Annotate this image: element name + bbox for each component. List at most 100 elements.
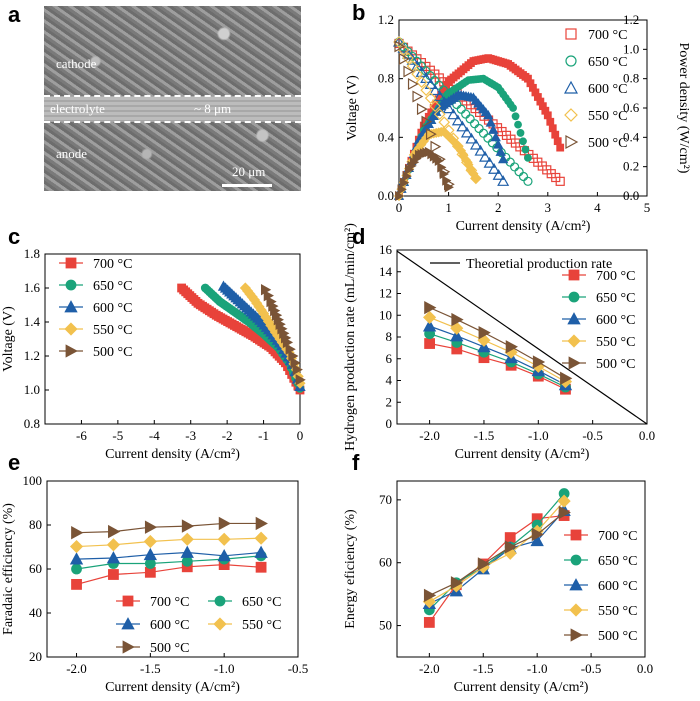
- voltage-point: [479, 150, 492, 162]
- electrolyte-top-boundary: [44, 95, 301, 97]
- legend-e-marker: [122, 640, 135, 654]
- voltage-point: [406, 53, 419, 65]
- panel-label-f: f: [352, 450, 360, 475]
- power-point: [488, 124, 499, 134]
- voltage-point: [456, 120, 469, 132]
- theory-line-d: [396, 250, 648, 425]
- x-tick-label-f: -1.0: [527, 661, 548, 676]
- voltage-point: [411, 68, 423, 80]
- x-tick-label-e: -2.0: [66, 661, 87, 676]
- voltage-point: [497, 175, 510, 186]
- voltage-point: [433, 90, 446, 102]
- data-point: [424, 338, 436, 349]
- power-point: [516, 129, 525, 137]
- legend-e-marker: [121, 617, 135, 630]
- electrolyte-bottom-boundary: [44, 121, 301, 123]
- data-point: [423, 588, 437, 603]
- x-tick-label-f: -1.5: [473, 661, 494, 676]
- data-point: [106, 538, 121, 552]
- data-point: [143, 534, 157, 549]
- power-point: [495, 146, 506, 156]
- data-point: [218, 516, 232, 531]
- legend-c-entry: 700 °C: [93, 257, 132, 272]
- data-point: [423, 310, 437, 324]
- legend-e-entry: 550 °C: [242, 618, 281, 633]
- series-e-600: [69, 545, 268, 565]
- data-point: [254, 531, 268, 545]
- series-line: [76, 563, 262, 585]
- legend-e-marker: [122, 595, 134, 607]
- plot-frame-f: [396, 480, 646, 658]
- series-line: [429, 316, 566, 383]
- y-tick-label-c: 1.6: [24, 280, 41, 295]
- y-tick-label-c: 1.8: [24, 246, 40, 261]
- data-point: [181, 519, 195, 533]
- legend-c-marker: [65, 279, 77, 291]
- data-point: [255, 561, 267, 573]
- power-point: [397, 184, 407, 195]
- series-e-550: [69, 531, 268, 554]
- voltage-point: [424, 92, 437, 105]
- legend-c-marker: [64, 300, 78, 313]
- voltage-point: [474, 123, 484, 134]
- y-tick-label-b: 0.8: [378, 71, 394, 86]
- data-point: [558, 505, 571, 520]
- power-point: [485, 117, 496, 127]
- x-tick-label-c: -1: [258, 428, 269, 443]
- data-point: [450, 576, 464, 590]
- x-tick-label-c: -5: [112, 428, 123, 443]
- power-point: [395, 190, 405, 202]
- legend-c-marker: [64, 322, 78, 336]
- legend-c-entry: 600 °C: [93, 301, 132, 316]
- voltage-point: [403, 65, 415, 78]
- data-point: [69, 539, 84, 554]
- data-point: [478, 325, 491, 340]
- series-line: [429, 307, 566, 379]
- voltage-point: [461, 109, 471, 119]
- legend-b-entry: 600 °C: [588, 82, 627, 97]
- panel-label-c: c: [8, 224, 21, 249]
- power-point: [556, 143, 565, 152]
- voltage-point: [460, 126, 473, 138]
- data-point: [451, 312, 464, 327]
- series-d-500: [424, 300, 573, 385]
- voltage-point: [393, 36, 405, 48]
- panel-label-e: e: [8, 450, 21, 475]
- scale-bar-label: 20 μm: [232, 164, 266, 179]
- legend-f-entry: 700 °C: [598, 529, 637, 544]
- y-tick-label-b: 0.4: [378, 129, 395, 144]
- legend-d-marker: [567, 334, 581, 348]
- legend-e-marker: [214, 595, 226, 607]
- series-f-500: [423, 505, 571, 603]
- y-tick-label-e: 80: [29, 517, 42, 532]
- series-line: [429, 511, 565, 596]
- data-point: [71, 563, 82, 575]
- y-axis-label-c: Voltage (V): [1, 306, 16, 372]
- x-tick-label-b: 1: [445, 200, 452, 215]
- y-tick-label-f: 70: [379, 492, 392, 507]
- x-axis-label-e: Current density (A/cm²): [105, 680, 240, 695]
- series-d-650: [424, 328, 571, 393]
- y-tick-label-d: 12: [379, 286, 392, 301]
- legend-d-theory-entry: Theoretial production rate: [466, 257, 612, 272]
- x-axis-label-f: Current density (A/cm²): [454, 680, 589, 695]
- voltage-point: [392, 35, 406, 47]
- voltage-point: [420, 84, 432, 96]
- legend-d-entry: 700 °C: [596, 269, 635, 284]
- data-point: [504, 532, 516, 543]
- data-point: [71, 579, 82, 590]
- voltage-point: [425, 128, 437, 141]
- x-tick-label-e: -1.0: [214, 661, 235, 676]
- y-tick-label-e: 20: [29, 649, 42, 664]
- series-f-700: [423, 510, 570, 628]
- voltage-point: [411, 59, 424, 71]
- data-point: [292, 363, 303, 376]
- data-point: [423, 617, 435, 628]
- cathode-label: cathode: [56, 56, 97, 71]
- power-point: [490, 132, 501, 142]
- y-tick-label-d: 0: [386, 416, 393, 431]
- x-axis-label-b: Current density (A/cm²): [456, 219, 591, 234]
- x-tick-label-e: -1.5: [140, 661, 161, 676]
- series-line: [76, 555, 262, 570]
